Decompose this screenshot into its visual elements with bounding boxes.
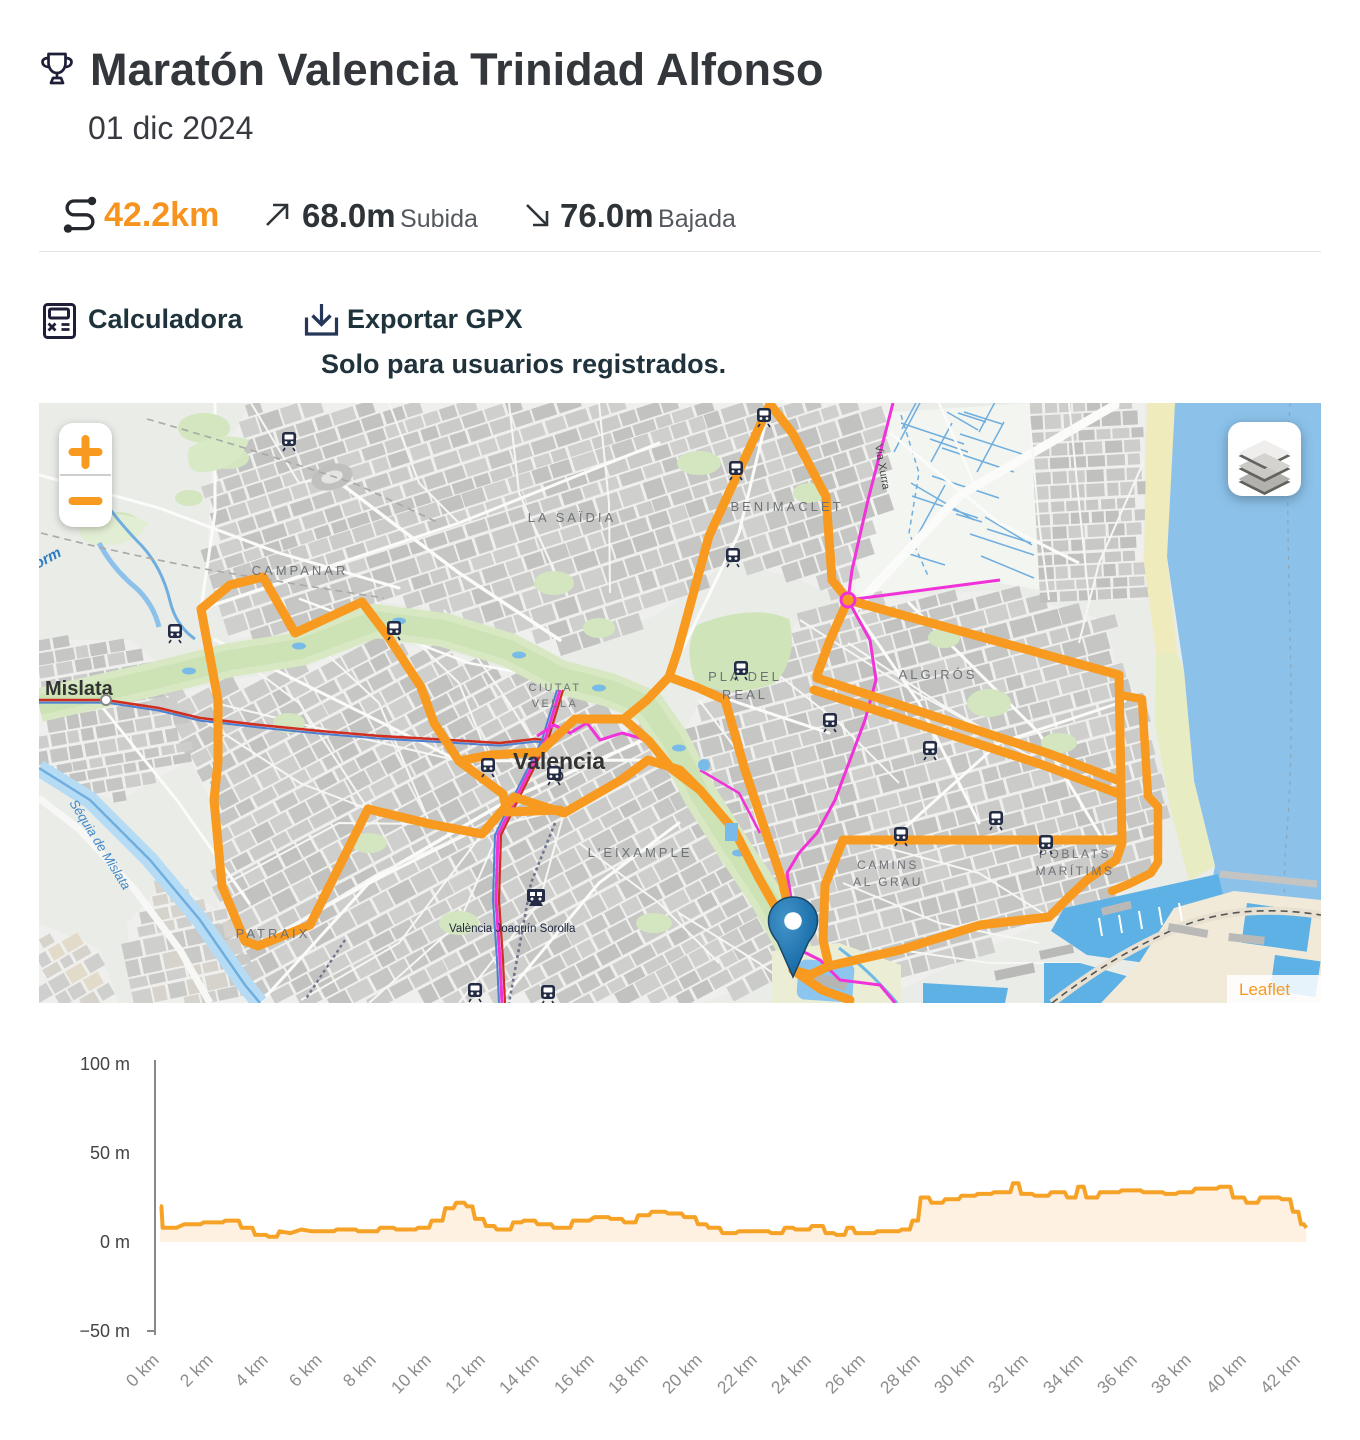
svg-text:42 km: 42 km: [1256, 1350, 1304, 1398]
svg-text:10 km: 10 km: [387, 1350, 435, 1398]
svg-text:100 m: 100 m: [80, 1054, 130, 1074]
svg-text:València Joaquín Sorolla: València Joaquín Sorolla: [449, 923, 576, 935]
svg-text:14 km: 14 km: [495, 1350, 543, 1398]
svg-text:24 km: 24 km: [767, 1350, 815, 1398]
svg-text:34 km: 34 km: [1039, 1350, 1087, 1398]
svg-text:−50 m: −50 m: [79, 1321, 130, 1341]
svg-text:REAL: REAL: [722, 687, 768, 702]
svg-text:38 km: 38 km: [1147, 1350, 1195, 1398]
svg-text:L'EIXAMPLE: L'EIXAMPLE: [588, 845, 693, 860]
svg-text:30 km: 30 km: [930, 1350, 978, 1398]
svg-text:2 km: 2 km: [176, 1350, 217, 1391]
svg-text:Mislata: Mislata: [45, 678, 114, 700]
svg-text:4 km: 4 km: [231, 1350, 272, 1391]
svg-text:26 km: 26 km: [821, 1350, 869, 1398]
svg-text:CAMINS: CAMINS: [857, 858, 919, 872]
svg-text:36 km: 36 km: [1093, 1350, 1141, 1398]
svg-text:ALGIRÓS: ALGIRÓS: [899, 667, 978, 682]
svg-text:LA SAÏDIA: LA SAÏDIA: [528, 510, 616, 525]
svg-text:16 km: 16 km: [550, 1350, 598, 1398]
svg-text:MARÍTIMS: MARÍTIMS: [1036, 863, 1115, 878]
svg-text:0 m: 0 m: [100, 1232, 130, 1252]
svg-text:40 km: 40 km: [1202, 1350, 1250, 1398]
svg-text:VELLA: VELLA: [532, 698, 579, 710]
svg-text:CIUTAT: CIUTAT: [528, 682, 581, 694]
svg-text:CAMPANAR: CAMPANAR: [252, 563, 349, 578]
svg-text:20 km: 20 km: [658, 1350, 706, 1398]
svg-text:BENIMACLET: BENIMACLET: [730, 499, 843, 514]
svg-text:12 km: 12 km: [441, 1350, 489, 1398]
svg-text:PATRAIX: PATRAIX: [236, 926, 311, 941]
svg-text:AL GRAU: AL GRAU: [853, 875, 923, 889]
svg-text:50 m: 50 m: [90, 1143, 130, 1163]
svg-text:32 km: 32 km: [984, 1350, 1032, 1398]
svg-text:18 km: 18 km: [604, 1350, 652, 1398]
svg-text:0 km: 0 km: [122, 1350, 163, 1391]
svg-text:28 km: 28 km: [876, 1350, 924, 1398]
svg-text:22 km: 22 km: [713, 1350, 761, 1398]
svg-text:PLA DEL: PLA DEL: [708, 669, 782, 684]
svg-text:6 km: 6 km: [285, 1350, 326, 1391]
svg-text:POBLATS: POBLATS: [1039, 847, 1111, 861]
svg-text:8 km: 8 km: [339, 1350, 380, 1391]
svg-text:Leaflet: Leaflet: [1239, 980, 1290, 999]
